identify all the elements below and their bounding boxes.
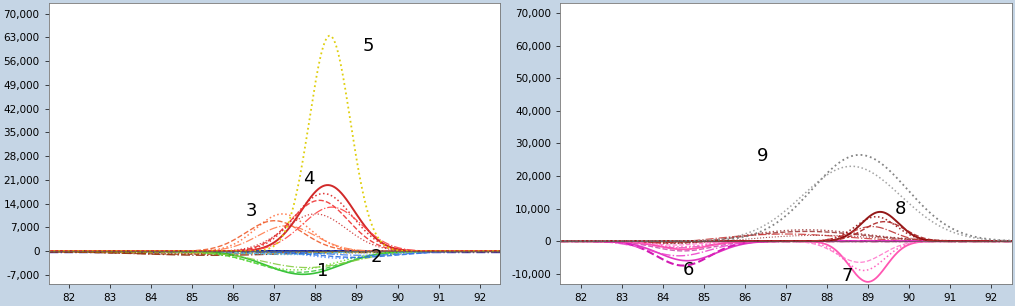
Text: 9: 9 (757, 147, 768, 166)
Text: 1: 1 (318, 262, 329, 280)
Text: 7: 7 (841, 267, 853, 285)
Text: 8: 8 (894, 200, 906, 218)
Text: 3: 3 (246, 202, 257, 220)
Text: 4: 4 (303, 170, 315, 188)
Text: 5: 5 (362, 37, 375, 55)
Text: 2: 2 (370, 248, 383, 266)
Text: 6: 6 (683, 261, 694, 279)
